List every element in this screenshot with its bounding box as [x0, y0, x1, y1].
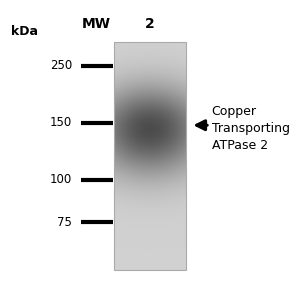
Text: MW: MW [82, 17, 110, 31]
Text: 2: 2 [145, 17, 155, 31]
Text: Copper: Copper [212, 105, 256, 118]
Text: 150: 150 [50, 116, 72, 129]
Text: Transporting: Transporting [212, 122, 290, 135]
Text: 100: 100 [50, 173, 72, 186]
Text: 250: 250 [50, 59, 72, 72]
Text: kDa: kDa [11, 25, 38, 38]
Text: 75: 75 [57, 216, 72, 229]
Text: ATPase 2: ATPase 2 [212, 139, 268, 152]
